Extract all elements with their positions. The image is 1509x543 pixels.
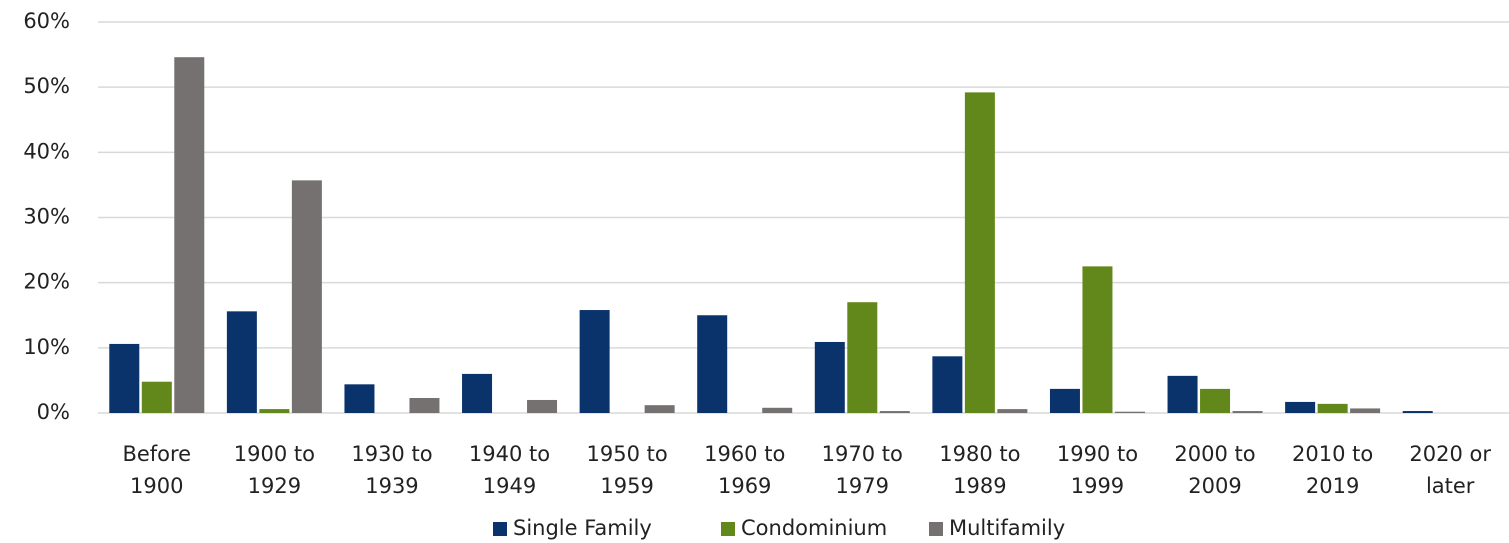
legend-swatch [929,522,943,536]
bar [1200,388,1231,413]
y-tick-label: 0% [37,400,70,424]
bar [814,341,845,413]
y-tick-label: 50% [23,74,70,98]
bar [932,356,963,413]
x-tick-label: 1930 to 1939 [351,442,433,498]
bar [226,311,257,413]
bar [1167,375,1198,413]
bar [1049,388,1080,413]
x-tick-label: 1990 to 1999 [1056,442,1139,498]
bar [762,407,793,413]
legend-label: Multifamily [949,516,1065,540]
bar [997,409,1028,413]
bar [847,302,878,413]
legend-swatch [721,522,735,536]
bar [259,409,290,413]
legend-label: Condominium [741,516,887,540]
bar [1232,411,1263,413]
x-tick-label: 2010 to 2019 [1292,442,1374,498]
bar [964,92,995,413]
x-tick-label: 2000 to 2009 [1174,442,1256,498]
bar [697,315,728,413]
x-tick-label: 1980 to 1989 [939,442,1021,498]
bar [344,384,375,413]
x-tick-label: 1950 to 1959 [586,442,668,498]
bar [174,57,205,413]
y-tick-label: 10% [23,335,70,359]
x-tick-label: 1970 to 1979 [821,442,903,498]
legend-swatch [493,522,507,536]
bar [109,343,140,413]
bar [1285,401,1316,413]
bar [291,180,322,413]
bar [462,373,493,413]
bar [1114,411,1145,413]
bar [644,405,675,413]
x-tick-label: Before 1900 [122,442,192,498]
legend-label: Single Family [513,516,652,540]
bar [1082,266,1113,413]
y-tick-label: 20% [23,270,70,294]
x-tick-label: 2020 or later [1409,442,1491,498]
bar [409,398,440,413]
x-tick-label: 1900 to 1929 [233,442,315,498]
y-tick-label: 40% [23,139,70,163]
y-tick-label: 60% [23,9,70,33]
y-tick-label: 30% [23,205,70,229]
bar [1402,411,1433,413]
x-tick-label: 1940 to 1949 [468,442,551,498]
bar [579,310,610,413]
bar [1350,408,1381,413]
bar [527,399,558,413]
bar [879,411,910,413]
bar [141,381,172,413]
bar [1317,403,1348,413]
x-tick-label: 1960 to 1969 [704,442,786,498]
